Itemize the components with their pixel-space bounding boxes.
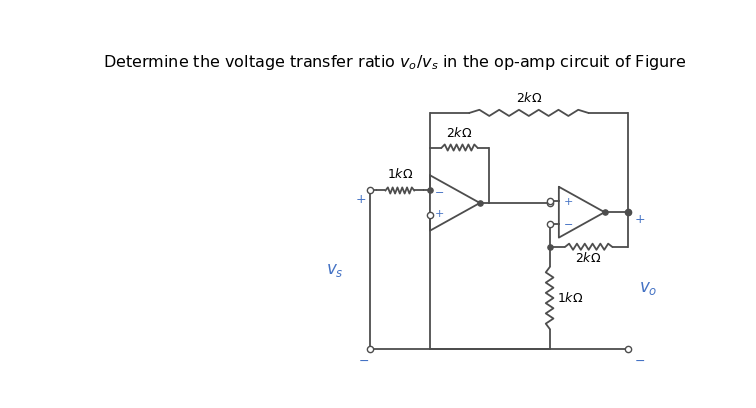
Text: $+$: $+$: [634, 213, 645, 226]
Text: $-$: $-$: [434, 186, 444, 196]
Text: $2k\Omega$: $2k\Omega$: [575, 251, 602, 264]
Text: $+$: $+$: [434, 208, 444, 220]
Text: $v_o$: $v_o$: [640, 279, 658, 297]
Text: $+$: $+$: [355, 193, 366, 206]
Text: Determine the voltage transfer ratio $v_o/v_s$ in the op-amp circuit of Figure: Determine the voltage transfer ratio $v_…: [103, 53, 686, 72]
Text: $-$: $-$: [634, 354, 645, 366]
Text: $2k\Omega$: $2k\Omega$: [446, 126, 472, 140]
Text: $+$: $+$: [562, 196, 573, 207]
Text: $1k\Omega$: $1k\Omega$: [386, 167, 413, 181]
Text: $2k\Omega$: $2k\Omega$: [516, 91, 542, 105]
Text: $-$: $-$: [562, 218, 573, 228]
Text: $v_s$: $v_s$: [327, 261, 344, 279]
Text: $-$: $-$: [358, 354, 369, 366]
Text: $1k\Omega$: $1k\Omega$: [556, 291, 583, 305]
